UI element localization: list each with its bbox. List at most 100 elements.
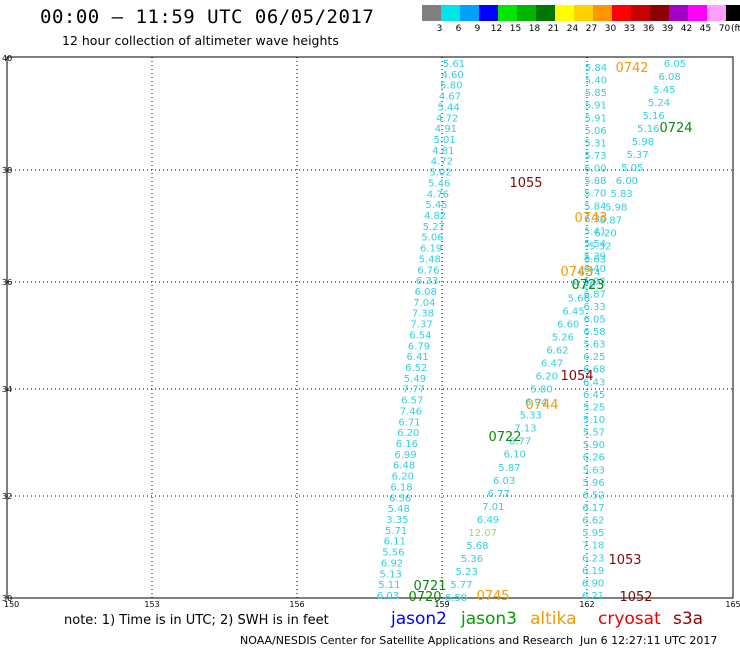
swh-value-track-a: 6.08: [415, 287, 437, 298]
swh-value-track-c: 5.83: [610, 189, 632, 200]
swh-value-track-b: 5.95: [582, 528, 604, 539]
swh-value-track-a: 6.16: [396, 439, 418, 450]
swh-value-track-c: 5.98: [632, 137, 654, 148]
map-subtitle: 12 hour collection of altimeter wave hei…: [62, 33, 339, 48]
swh-value-track-b: 6.00: [584, 164, 606, 175]
swh-value-track-a: 4.76: [427, 189, 449, 200]
color-swatch: [517, 5, 536, 21]
swh-value-track-c: 5.77: [450, 580, 472, 591]
swh-value-track-b: 5.90: [583, 440, 605, 451]
color-swatch: [669, 5, 688, 21]
swh-value-track-b: 6.30: [584, 214, 606, 225]
color-scale-label: 42: [680, 24, 693, 34]
swh-value-track-b: 5.39: [584, 252, 606, 263]
swh-value-track-b: 6.52: [582, 490, 604, 501]
color-scale-label: 18: [528, 24, 541, 34]
swh-value-track-c: 6.74: [578, 267, 600, 278]
color-scale-label: 24: [566, 24, 579, 34]
swh-value-track-c: 7.13: [514, 424, 536, 435]
latitude-tick-label: 40: [2, 54, 12, 63]
pass-time-label: 1052: [619, 590, 652, 605]
swh-value-track-a: 6.57: [401, 396, 423, 407]
swh-value-track-b: 6.58: [583, 327, 605, 338]
swh-value-track-a: 4.67: [439, 92, 461, 103]
color-swatch: [574, 5, 593, 21]
swh-value-track-c: 5.32: [589, 241, 611, 252]
pass-time-label: 0743: [574, 211, 607, 226]
swh-value-track-b: 7.18: [582, 541, 604, 552]
swh-value-track-b: 6.90: [582, 578, 604, 589]
swh-value-track-a: 6.52: [405, 363, 427, 374]
swh-value-track-c: 5.05: [621, 163, 643, 174]
swh-value-track-a: 6.20: [392, 472, 414, 483]
color-swatch: [498, 5, 517, 21]
swh-value-track-b: 6.45: [583, 390, 605, 401]
swh-value-track-c: 5.98: [605, 202, 627, 213]
longitude-tick-label: 162: [579, 600, 594, 609]
swh-value-track-a: 7.77: [402, 385, 424, 396]
color-scale-label: 30: [604, 24, 617, 34]
swh-value-track-a: 6.76: [417, 265, 439, 276]
longitude-tick-label: 150: [4, 600, 19, 609]
swh-value-track-c: 6.08: [659, 72, 681, 83]
swh-value-track-b: 6.33: [584, 302, 606, 313]
swh-value-track-a: 6.19: [420, 244, 442, 255]
swh-value-track-a: 3.35: [386, 515, 408, 526]
swh-value-track-b: 6.17: [582, 503, 604, 514]
swh-value-track-c: 5.20: [573, 280, 595, 291]
color-scale-label: 36: [642, 24, 655, 34]
swh-value-track-a: 6.48: [393, 461, 415, 472]
swh-value-track-a: 6.99: [394, 450, 416, 461]
swh-value-track-c: 5.24: [648, 98, 670, 109]
latitude-tick-label: 30: [2, 594, 12, 603]
pass-time-label: 0744: [525, 398, 558, 413]
legend-cryosat: cryosat: [598, 609, 661, 629]
swh-value-track-b: 6.40: [584, 264, 606, 275]
color-scale-label: 45: [699, 24, 712, 34]
swh-value-track-b: 5.54: [584, 239, 606, 250]
pass-time-label: 0745: [476, 589, 509, 604]
swh-value-track-b: 5.85: [585, 88, 607, 99]
swh-value-track-b: 5.63: [583, 340, 605, 351]
swh-value-track-c: 5.87: [498, 463, 520, 474]
pass-time-label: 0723: [571, 278, 604, 293]
color-swatch: [536, 5, 555, 21]
legend-jason3: jason3: [461, 609, 517, 629]
pass-time-label: 0720: [408, 590, 441, 605]
swh-value-track-b: 5.96: [583, 478, 605, 489]
pass-time-label: 1055: [509, 176, 542, 191]
swh-value-track-a: 5.61: [443, 59, 465, 70]
swh-value-track-c: 5.45: [653, 85, 675, 96]
swh-value-track-c: 5.80: [530, 385, 552, 396]
color-scale-label: 33: [623, 24, 636, 34]
swh-value-track-a: 6.20: [397, 428, 419, 439]
color-scale-label: 9: [474, 24, 481, 34]
latitude-tick-label: 38: [2, 166, 12, 175]
footer-note: note: 1) Time is in UTC; 2) SWH is in fe…: [64, 613, 329, 628]
swh-value-track-a: 6.11: [384, 537, 406, 548]
color-swatch: [460, 5, 479, 21]
color-scale-label: 39: [661, 24, 674, 34]
credit-line: NOAA/NESDIS Center for Satellite Applica…: [240, 634, 574, 647]
swh-value-track-b: 5.10: [583, 415, 605, 426]
swh-value-track-a: 5.11: [378, 580, 400, 591]
swh-value-track-c: 6.10: [504, 450, 526, 461]
map-title: 00:00 – 11:59 UTC 06/05/2017: [40, 6, 375, 28]
swh-value-track-a: 7.38: [412, 309, 434, 320]
swh-value-track-b: 6.26: [583, 453, 605, 464]
swh-value-track-a: 4.82: [424, 211, 446, 222]
swh-value-track-c: 6.45: [562, 306, 584, 317]
swh-value-track-c: 12.07: [468, 528, 497, 539]
longitude-tick-label: 159: [434, 600, 449, 609]
swh-value-track-c: 5.66: [568, 293, 590, 304]
color-scale-label: 70: [718, 24, 731, 34]
swh-value-track-b: 5.84: [585, 63, 607, 74]
legend-s3a: s3a: [673, 609, 704, 629]
color-scale-label: 21: [547, 24, 560, 34]
swh-value-track-a: 5.13: [380, 569, 402, 580]
swh-value-track-c: 5.33: [520, 411, 542, 422]
swh-value-track-b: 5.70: [584, 189, 606, 200]
swh-value-track-b: 5.40: [585, 76, 607, 87]
swh-value-track-c: 6.49: [477, 515, 499, 526]
swh-value-track-b: 5.91: [585, 113, 607, 124]
